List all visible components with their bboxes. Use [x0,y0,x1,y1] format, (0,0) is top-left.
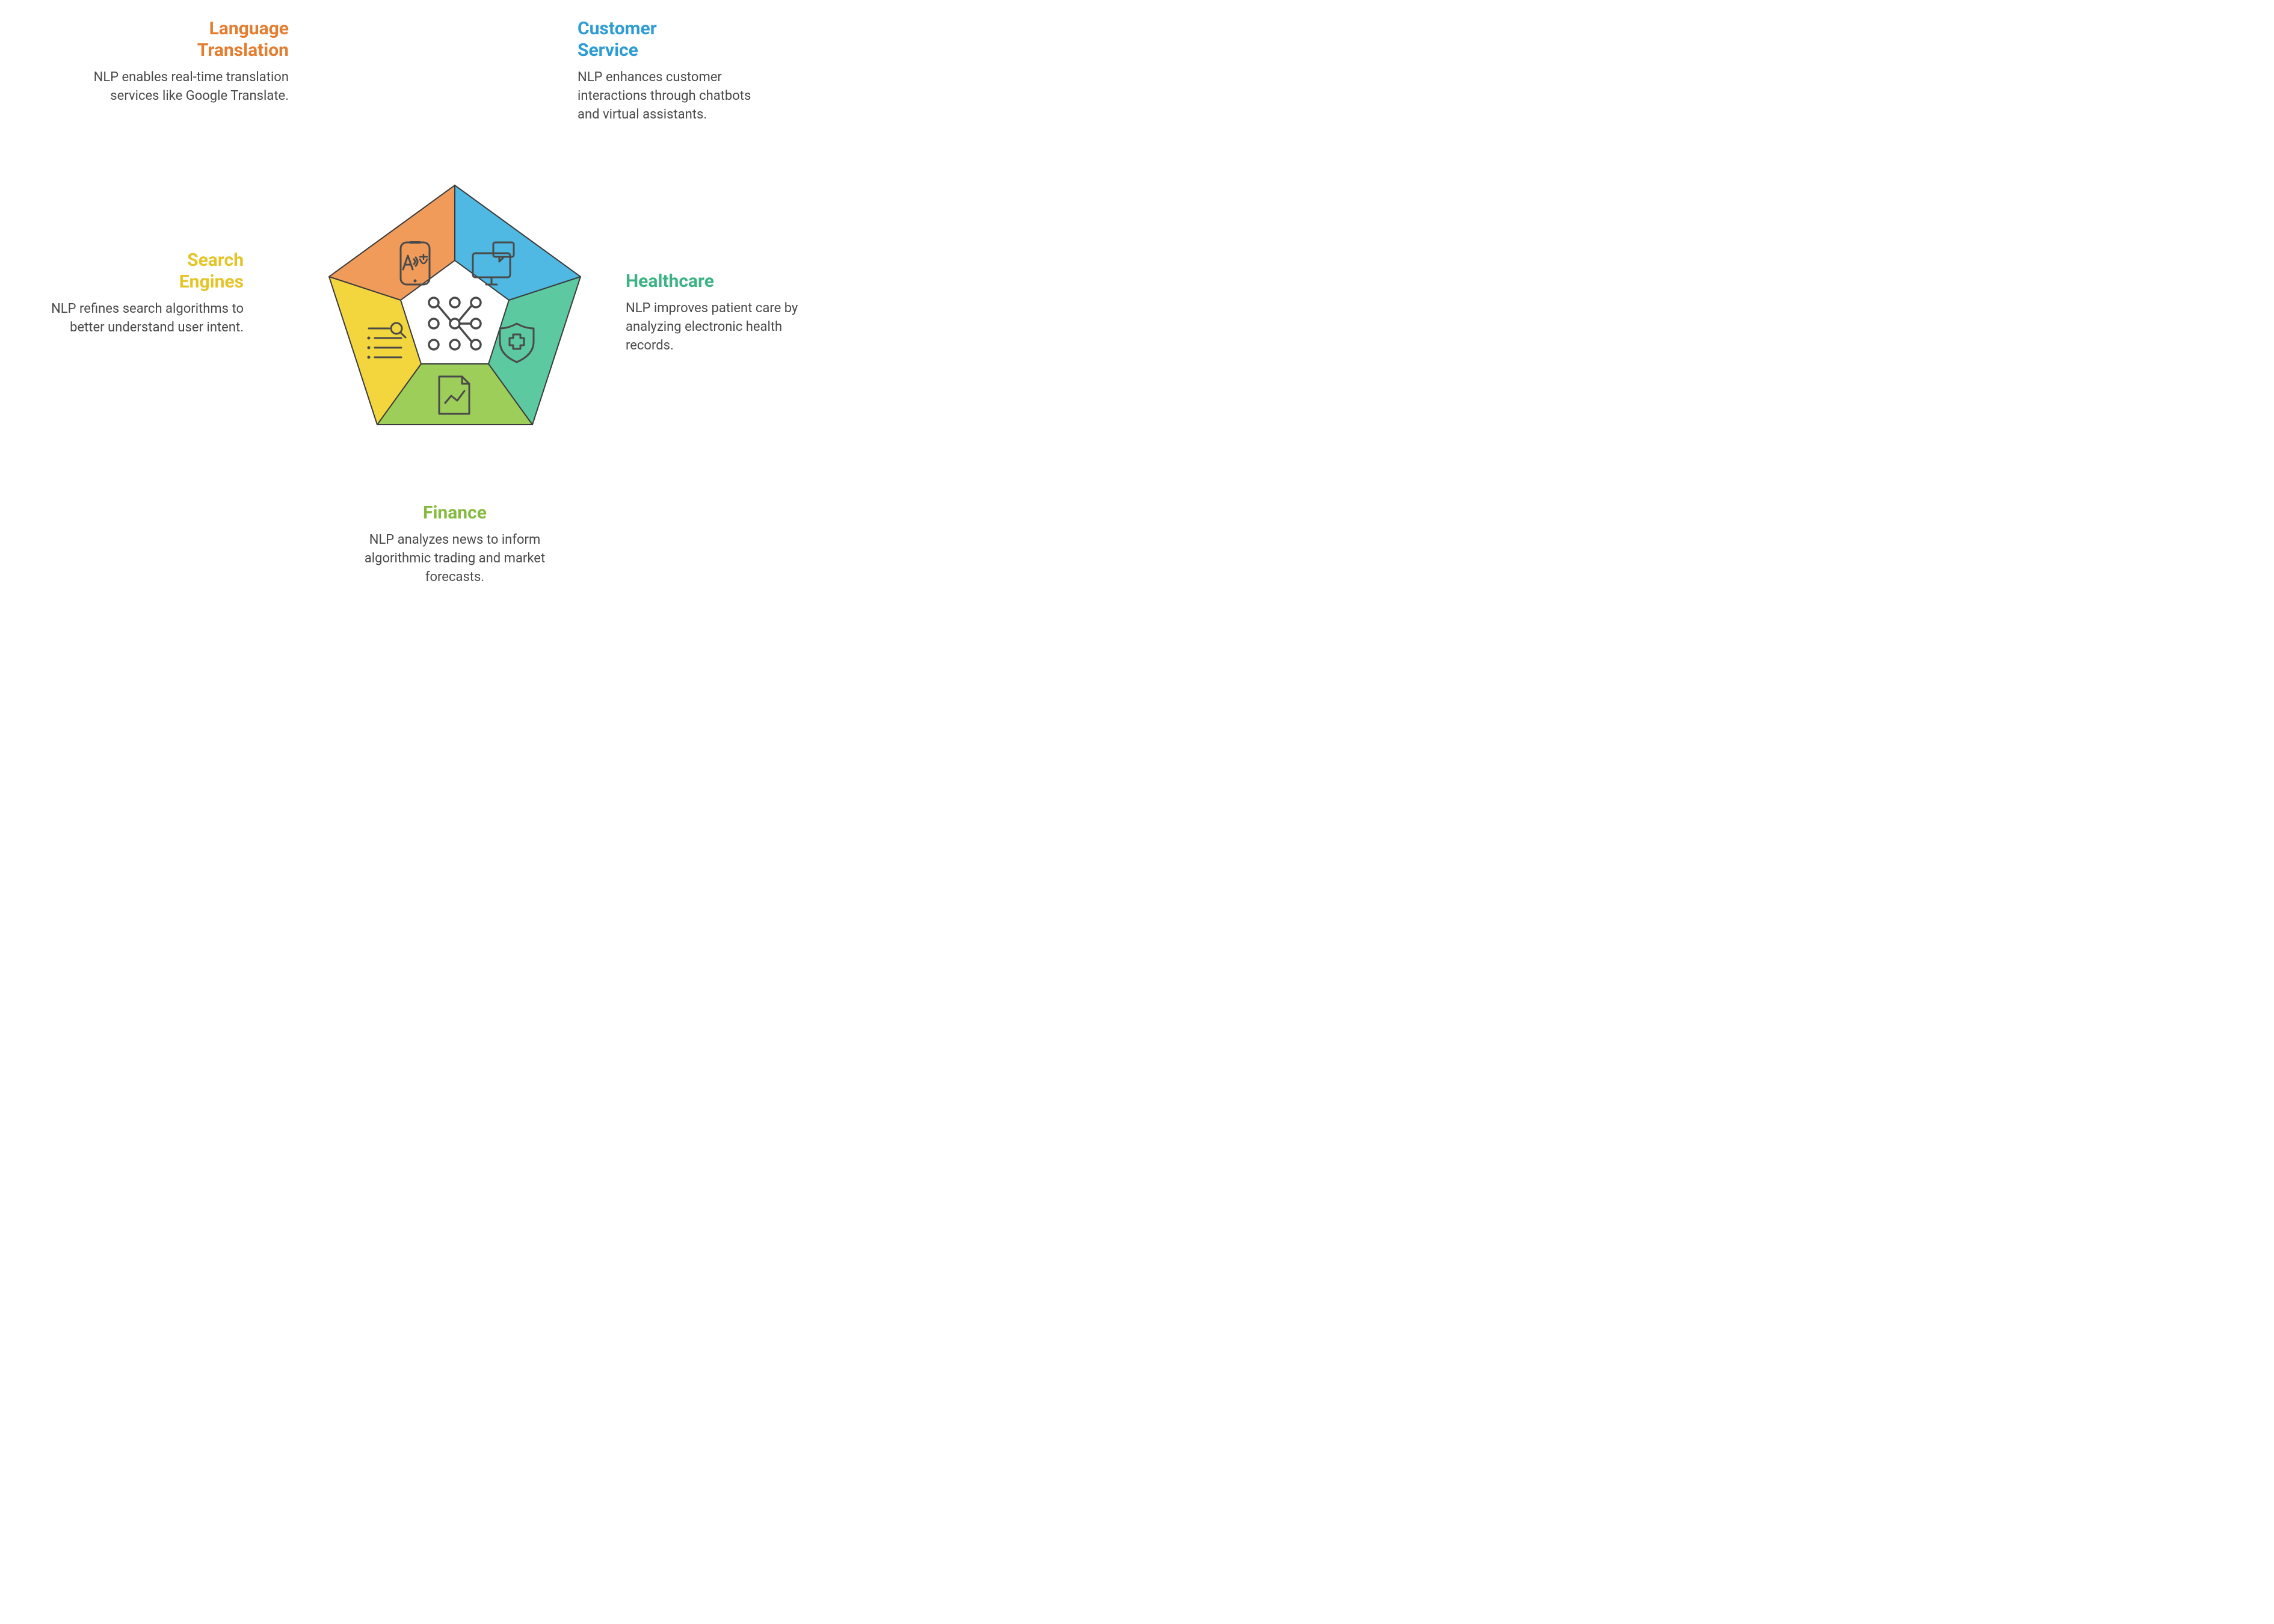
title-customer-service: Customer Service [578,18,776,61]
title-line: Translation [197,40,289,61]
title-line: Service [578,40,638,61]
text-block-translation: Language Translation NLP enables real-ti… [90,18,289,106]
infographic-container: Language Translation NLP enables real-ti… [0,0,910,650]
text-block-finance: Finance NLP analyzes news to inform algo… [356,502,554,586]
text-block-search: Search Engines NLP refines search algori… [45,250,244,337]
title-translation: Language Translation [90,18,289,61]
title-finance: Finance [356,502,554,524]
title-line: Healthcare [626,271,714,292]
desc-translation: NLP enables real-time translation servic… [90,69,289,106]
desc-healthcare: NLP improves patient care by analyzing e… [626,300,824,355]
title-line: Finance [423,502,487,523]
title-line: Search [187,250,244,271]
pentagon-svg [304,161,605,462]
title-line: Customer [578,18,657,39]
title-line: Engines [179,271,244,292]
title-line: Language [209,18,289,39]
text-block-customer-service: Customer Service NLP enhances customer i… [578,18,776,124]
text-block-healthcare: Healthcare NLP improves patient care by … [626,271,824,355]
title-search: Search Engines [45,250,244,293]
desc-customer-service: NLP enhances customer interactions throu… [578,69,776,124]
pentagon-diagram [304,161,605,462]
desc-finance: NLP analyzes news to inform algorithmic … [356,531,554,586]
title-healthcare: Healthcare [626,271,824,292]
desc-search: NLP refines search algorithms to better … [45,300,244,337]
